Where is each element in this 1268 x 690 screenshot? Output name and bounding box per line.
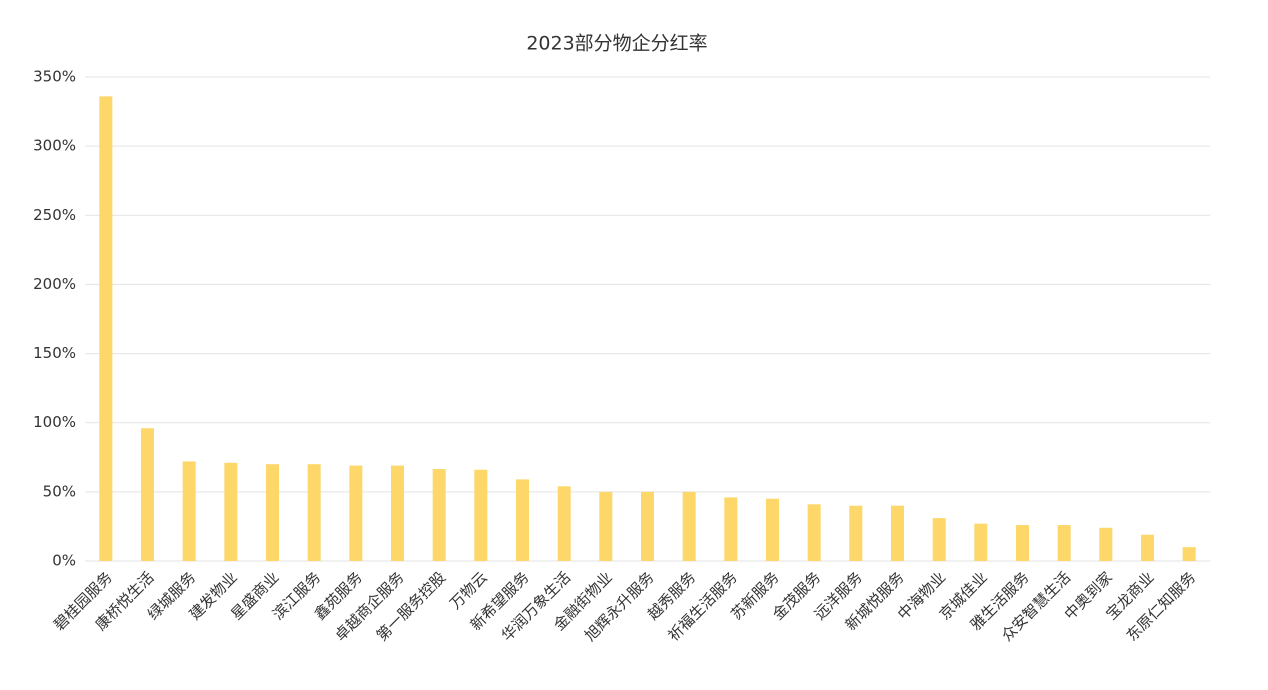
bar bbox=[391, 465, 404, 561]
bar bbox=[516, 479, 529, 561]
y-tick-label: 300% bbox=[33, 137, 76, 155]
bar bbox=[557, 486, 571, 561]
bar bbox=[266, 464, 279, 561]
bar bbox=[141, 428, 154, 561]
bar bbox=[641, 491, 654, 561]
bar bbox=[349, 465, 363, 561]
y-tick-label: 250% bbox=[33, 206, 76, 224]
bar bbox=[724, 497, 738, 561]
bar bbox=[1099, 527, 1113, 561]
chart-title: 2023部分物企分红率 bbox=[526, 33, 707, 55]
bar bbox=[891, 505, 904, 561]
y-tick-label: 100% bbox=[33, 413, 76, 431]
bar bbox=[99, 96, 113, 562]
bar bbox=[1182, 547, 1196, 561]
bar bbox=[474, 469, 488, 561]
y-tick-label: 350% bbox=[33, 68, 76, 86]
y-tick-label: 150% bbox=[33, 344, 76, 362]
bar bbox=[849, 505, 863, 561]
bar bbox=[182, 461, 196, 561]
bar bbox=[766, 498, 779, 561]
y-tick-label: 200% bbox=[33, 275, 76, 293]
bar bbox=[224, 462, 238, 561]
bar bbox=[807, 504, 821, 561]
y-tick-label: 0% bbox=[52, 552, 76, 570]
bar bbox=[932, 518, 946, 561]
bar bbox=[682, 491, 696, 561]
bar bbox=[307, 464, 321, 561]
bar bbox=[432, 469, 446, 561]
y-tick-label: 50% bbox=[43, 482, 76, 500]
bar bbox=[1016, 525, 1029, 561]
bar bbox=[1141, 534, 1154, 561]
bar bbox=[1057, 525, 1071, 561]
bar bbox=[974, 523, 988, 561]
bar bbox=[599, 491, 613, 561]
